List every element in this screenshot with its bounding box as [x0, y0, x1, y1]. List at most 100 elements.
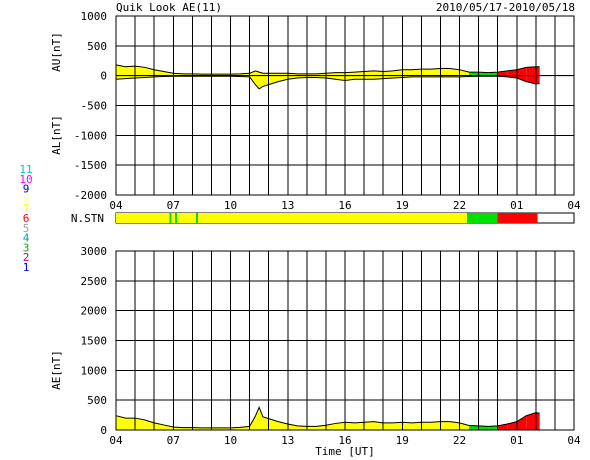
au-al-x-tick-label: 13 [281, 199, 294, 212]
ae-fill-segment [440, 421, 450, 430]
ae-fill-segment [306, 426, 317, 430]
ae-series-line [115, 406, 540, 429]
legend-entry: 9 [23, 183, 30, 196]
ae-frame [115, 250, 575, 431]
au-al-fill-segment [440, 68, 450, 77]
ae-fill-segment [383, 422, 393, 430]
au-al-fill-segment [125, 66, 136, 79]
ae-x-tick-label: 13 [281, 434, 294, 447]
ae-x-tick-label: 07 [167, 434, 180, 447]
al-axis-label: AL[nT] [50, 115, 63, 155]
ae-x-tick-label: 19 [396, 434, 409, 447]
au-al-x-tick-label: 04 [567, 199, 581, 212]
au-al-x-tick-label: 16 [338, 199, 351, 212]
au-al-fill-segment [449, 68, 460, 77]
au-al-fill-segment [402, 69, 412, 78]
ae-fill-segment [163, 424, 174, 430]
ae-fill-segment [478, 425, 489, 430]
au-al-fill-segment [383, 70, 393, 79]
station-count-segment [175, 213, 178, 223]
ae-x-tick-label: 16 [338, 434, 351, 447]
au-al-fill-segment [430, 68, 441, 77]
ae-y-tick-label: 3000 [81, 245, 108, 258]
au-al-fill-segment [249, 70, 256, 85]
ae-fill-segment [262, 416, 269, 430]
ae-x-tick-label: 10 [224, 434, 237, 447]
au-al-x-tick-label: 07 [167, 199, 180, 212]
ae-fill-segment [345, 422, 355, 430]
ae-fill-segment [421, 422, 431, 430]
station-count-segments [116, 213, 538, 223]
ae-fill-segment [373, 421, 384, 430]
ae-x-tick-label: 04 [567, 434, 581, 447]
ae-fill-segment [255, 407, 260, 430]
ae-x-tick-label: 04 [109, 434, 123, 447]
au-axis-label: AU[nT] [50, 32, 63, 72]
date-range: 2010/05/17-2010/05/18 [436, 1, 575, 14]
ae-fill-segment [335, 422, 345, 430]
ae-y-tick-label: 500 [87, 394, 107, 407]
au-al-x-tick-label: 04 [109, 199, 123, 212]
ae-fill-segment [411, 422, 422, 430]
au-al-fill-segment [259, 72, 263, 89]
station-count-segment [196, 213, 199, 223]
ae-fill-segment [135, 418, 145, 430]
au-al-y-tick-label: -1500 [74, 159, 107, 172]
legend-entry: 10 [19, 173, 32, 186]
ae-fill-segment [526, 412, 536, 430]
ae-fill-segment [259, 407, 263, 430]
ae-y-tick-label: 1000 [81, 364, 108, 377]
au-al-fill-segment [262, 73, 269, 87]
au-al-y-ticks: 1000 500 0 -500 -1000 -1500 -2000 [74, 10, 107, 202]
legend-entry: 2 [23, 251, 30, 264]
ae-area-fill [116, 407, 540, 430]
au-al-y-tick-label: 1000 [81, 10, 108, 23]
ae-fill-segment [459, 422, 470, 430]
au-al-fill-segment [335, 72, 345, 81]
al-series-line [115, 75, 540, 90]
ae-fill-segment [116, 415, 126, 430]
au-al-fill-segment [135, 66, 145, 79]
legend-entry: 1 [23, 261, 30, 274]
au-al-y-tick-label: -2000 [74, 189, 107, 202]
ae-fill-segment [220, 427, 231, 430]
ae-y-tick-label: 1500 [81, 335, 108, 348]
ae-y-ticks: 3000 2500 2000 1500 1000 500 0 [81, 245, 108, 437]
ae-fill-segment [364, 421, 374, 430]
au-al-area-fill [116, 64, 540, 89]
station-count-segment [497, 213, 538, 223]
ae-fill-segment [469, 425, 479, 430]
x-axis-label: Time [UT] [315, 445, 375, 458]
au-al-lines [115, 64, 574, 90]
au-al-y-tick-label: 0 [100, 70, 107, 83]
au-al-panel: 1000 500 0 -500 -1000 -1500 -2000 04 07 10 13 16 19… [50, 10, 581, 212]
ae-y-tick-label: 2500 [81, 275, 108, 288]
ae-fill-segment [392, 422, 403, 430]
ae-y-tick-label: 0 [100, 424, 107, 437]
au-al-fill-segment [345, 72, 355, 81]
legend-entry: 3 [23, 241, 30, 254]
ae-fill-segment [488, 425, 498, 430]
station-count-segment [116, 213, 468, 223]
ae-y-tick-label: 2000 [81, 305, 108, 318]
ae-fill-segment [516, 415, 527, 430]
ae-fill-segment [211, 427, 221, 430]
ae-x-ticks: 04 07 10 13 16 19 22 01 04 [109, 434, 581, 447]
au-al-x-ticks: 04 07 10 13 16 19 22 01 04 [109, 199, 581, 212]
ae-fill-segment [268, 418, 279, 430]
legend-entry: 7 [23, 202, 30, 215]
au-al-fill-segment [421, 69, 431, 77]
au-al-frame [115, 15, 575, 196]
au-al-fill-segment [411, 69, 422, 77]
legend-entry: 6 [23, 212, 30, 225]
ae-fill-segment [430, 421, 441, 430]
legend-entry: 11 [19, 163, 32, 176]
ae-fill-segment [354, 422, 365, 430]
ae-x-tick-label: 01 [510, 434, 523, 447]
au-al-fill-segment [287, 73, 298, 80]
au-al-fill-segment [116, 64, 126, 80]
station-count-bar: N.STN [71, 212, 575, 225]
ae-axis-label: AE[nT] [50, 350, 63, 390]
